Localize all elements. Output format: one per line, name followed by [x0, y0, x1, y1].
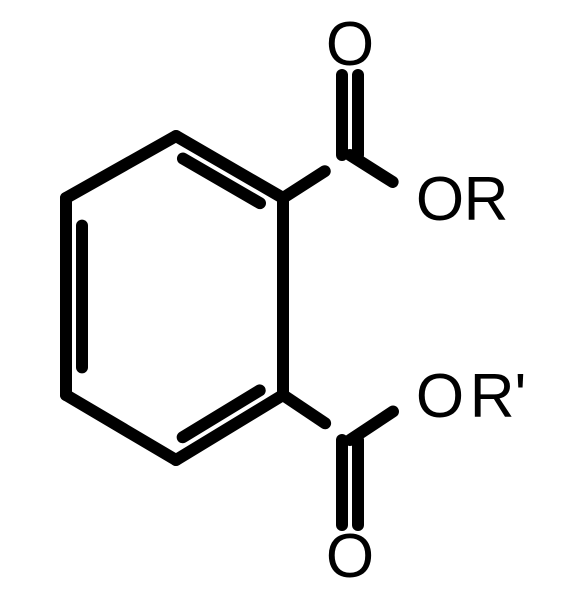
bond-bot-c-bot-o_sng	[350, 412, 393, 440]
atom-label-4: R	[464, 165, 509, 234]
bond-benzene-c5-benzene-c6	[66, 136, 176, 198]
atom-label-0: O	[326, 10, 374, 79]
bond-top-c-top-o_sng	[350, 155, 393, 182]
bond-benzene-c1-top-c	[283, 171, 325, 198]
phthalate-diester-structure: OOOORR'	[0, 0, 584, 600]
atom-label-1: O	[326, 522, 374, 591]
atom-label-2: O	[416, 165, 464, 234]
bond-benzene-c2-bot-c	[283, 395, 325, 423]
atom-label-5: R'	[470, 362, 527, 431]
bond-benzene-c3-benzene-c4	[66, 395, 176, 460]
atom-label-3: O	[416, 362, 464, 431]
